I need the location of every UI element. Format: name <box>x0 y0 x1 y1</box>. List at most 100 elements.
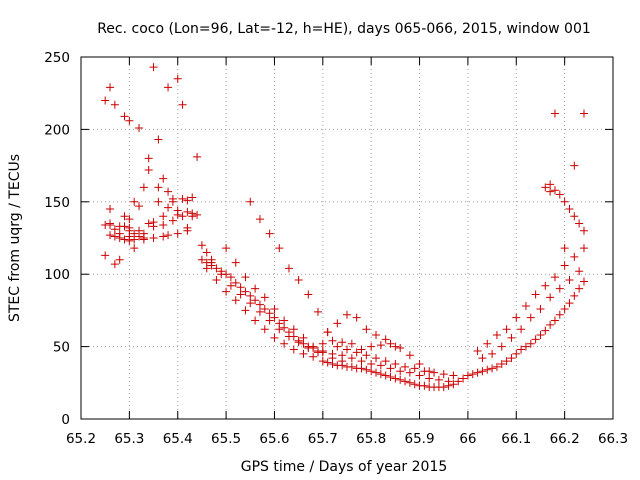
data-point <box>550 273 559 282</box>
data-point <box>478 354 487 363</box>
data-point <box>125 236 134 245</box>
x-tick-label: 66.2 <box>550 431 580 447</box>
gridlines <box>81 57 613 419</box>
data-point <box>367 359 376 368</box>
x-tick-label: 66.1 <box>501 431 531 447</box>
data-point <box>507 354 516 363</box>
data-point <box>231 278 240 287</box>
data-point <box>531 290 540 299</box>
data-point <box>173 74 182 83</box>
x-tick-label: 65.2 <box>66 431 96 447</box>
data-point <box>217 270 226 279</box>
data-point <box>430 368 439 377</box>
data-point <box>197 241 206 250</box>
data-point <box>299 333 308 342</box>
data-point <box>347 339 356 348</box>
data-point <box>260 293 269 302</box>
data-point <box>492 331 501 340</box>
data-point <box>197 255 206 264</box>
data-point <box>193 210 202 219</box>
data-point <box>125 226 134 235</box>
data-point <box>362 351 371 360</box>
x-tick-label: 65.8 <box>356 431 386 447</box>
data-point <box>168 197 177 206</box>
data-point <box>270 304 279 313</box>
data-point <box>125 215 134 224</box>
data-point <box>318 357 327 366</box>
data-point <box>207 258 216 267</box>
data-point <box>270 313 279 322</box>
data-point <box>483 339 492 348</box>
data-point <box>401 362 410 371</box>
data-point <box>188 212 197 221</box>
data-point <box>149 63 158 72</box>
data-point <box>139 234 148 242</box>
data-point <box>579 277 588 286</box>
data-point <box>357 357 366 366</box>
data-point <box>333 319 342 328</box>
data-point <box>555 310 564 319</box>
data-point <box>555 190 564 199</box>
data-points <box>101 63 588 392</box>
data-point <box>570 252 579 261</box>
data-point <box>251 296 260 305</box>
data-point <box>222 244 231 253</box>
data-point <box>401 377 410 386</box>
data-point <box>183 226 192 235</box>
data-point <box>149 218 158 227</box>
data-point <box>512 349 521 358</box>
data-point <box>212 264 221 273</box>
data-point <box>212 275 221 284</box>
x-tick-label: 65.3 <box>114 431 144 447</box>
data-point <box>357 364 366 373</box>
data-point <box>338 351 347 360</box>
data-point <box>159 212 168 221</box>
data-point <box>246 291 255 300</box>
data-point <box>550 109 559 118</box>
data-point <box>183 207 192 216</box>
data-point <box>439 370 448 379</box>
data-point <box>241 273 250 282</box>
x-tick-labels: 65.2 65.3 65.4 65.5 65.6 65.7 65.8 65.9 66 66.1 66… <box>66 431 628 447</box>
data-point <box>188 193 197 202</box>
data-point <box>439 383 448 392</box>
data-point <box>328 359 337 368</box>
data-point <box>492 362 501 371</box>
x-tick-label: 66.3 <box>598 431 628 447</box>
data-point <box>236 290 245 299</box>
data-point <box>115 255 124 264</box>
data-point <box>178 100 187 109</box>
y-tick-label: 250 <box>44 50 70 66</box>
data-point <box>396 344 405 353</box>
data-point <box>531 335 540 344</box>
data-point <box>541 281 550 290</box>
data-point <box>352 348 361 357</box>
data-point <box>139 183 148 192</box>
data-point <box>381 371 390 380</box>
data-point <box>343 345 351 354</box>
data-point <box>372 354 381 363</box>
data-point <box>304 344 313 353</box>
data-point <box>284 264 293 273</box>
data-point <box>275 325 284 334</box>
data-point <box>362 365 371 374</box>
data-point <box>173 210 182 219</box>
data-point <box>309 342 318 351</box>
data-point <box>251 284 260 293</box>
data-point <box>183 196 192 205</box>
data-point <box>246 299 255 308</box>
data-point <box>347 354 356 363</box>
y-axis-label: STEC from uqrg / TECUs <box>7 154 23 322</box>
data-point <box>280 316 289 325</box>
data-point <box>110 232 119 241</box>
data-point <box>120 222 129 231</box>
data-point <box>575 267 584 276</box>
x-tick-label: 65.4 <box>163 431 193 447</box>
data-point <box>521 302 530 311</box>
data-point <box>362 325 371 334</box>
data-point <box>159 232 168 241</box>
data-point <box>246 197 255 206</box>
data-point <box>294 338 303 347</box>
data-point <box>415 359 424 368</box>
data-point <box>579 109 588 118</box>
